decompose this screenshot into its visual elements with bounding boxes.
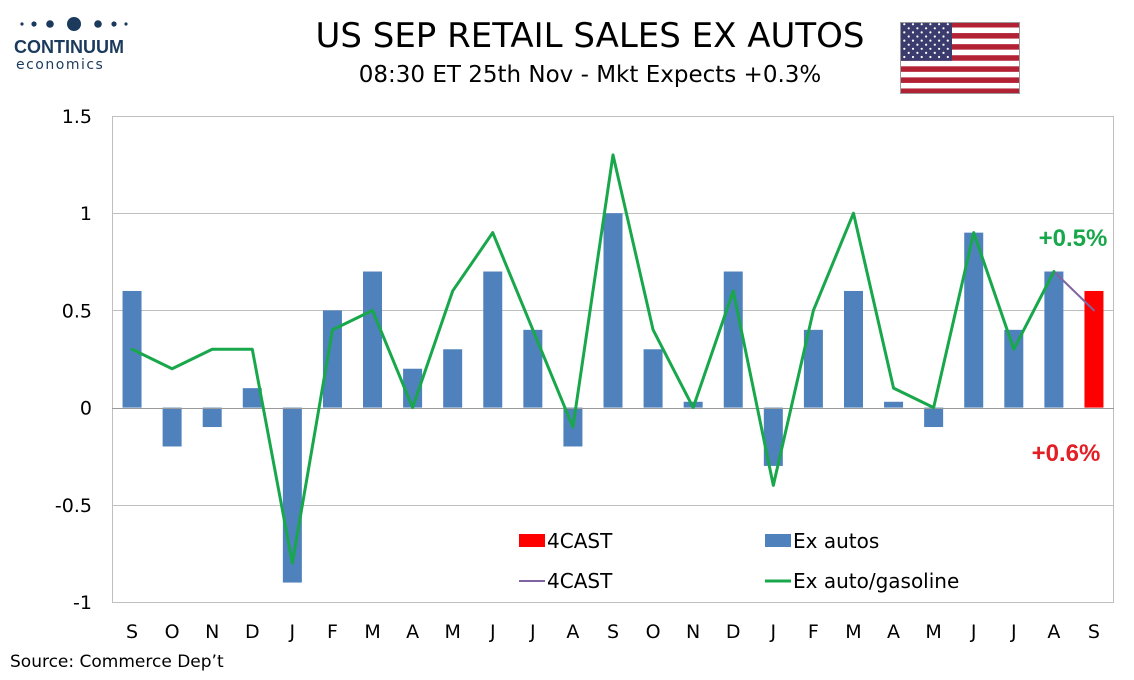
legend-4cast-line-label: 4CAST — [547, 569, 613, 593]
x-tick-label: A — [1047, 621, 1060, 643]
x-tick-label: M — [845, 621, 861, 643]
logo-subword: economics — [16, 57, 105, 73]
x-tick-label: J — [970, 621, 977, 643]
x-tick-label: J — [770, 621, 777, 643]
source-note: Source: Commerce Dep’t — [10, 652, 224, 672]
line-ex-auto-gasoline — [130, 153, 1056, 565]
x-tick-label: M — [444, 621, 460, 643]
line-4cast — [1052, 270, 1095, 312]
bar-ex-autos — [763, 407, 783, 466]
x-tick-label: A — [406, 621, 419, 643]
bar-ex-autos — [843, 290, 863, 408]
legend-4cast-bar-label: 4CAST — [547, 529, 613, 553]
x-tick-label: S — [126, 621, 138, 643]
x-tick-label: N — [686, 621, 700, 643]
y-tick-label: 1 — [80, 203, 92, 225]
bar-ex-autos — [202, 407, 222, 428]
bar-ex-autos — [603, 213, 623, 408]
bar-ex-autos — [803, 329, 823, 408]
x-tick-label: A — [887, 621, 900, 643]
x-tick-label: S — [607, 621, 619, 643]
bar-ex-autos — [1004, 329, 1024, 408]
chart-title: US SEP RETAIL SALES EX AUTOS — [315, 16, 865, 56]
y-tick-label: -0.5 — [55, 495, 92, 517]
line-series — [130, 153, 1095, 565]
legend-ex-autos-label: Ex autos — [793, 529, 879, 553]
x-tick-label: D — [245, 621, 260, 643]
bar-4cast — [1084, 290, 1104, 408]
bar-ex-autos — [363, 271, 383, 408]
y-axis-ticks: -1 -0.5 0 0.5 1 1.5 — [55, 106, 92, 614]
x-tick-label: F — [327, 621, 338, 643]
x-tick-label: O — [165, 621, 180, 643]
chart-subtitle: 08:30 ET 25th Nov - Mkt Expects +0.3% — [358, 62, 822, 88]
bar-ex-autos — [162, 407, 182, 447]
bar-ex-autos — [483, 271, 503, 408]
x-tick-label: J — [529, 621, 536, 643]
x-tick-label: J — [1010, 621, 1017, 643]
us-flag-icon — [900, 22, 1020, 94]
x-tick-label: M — [364, 621, 380, 643]
bar-ex-autos — [643, 349, 663, 408]
x-tick-label: O — [646, 621, 661, 643]
bar-ex-autos — [523, 329, 543, 408]
continuum-logo: CONTINUUM economics — [14, 14, 134, 76]
x-tick-label: F — [808, 621, 819, 643]
x-tick-label: A — [566, 621, 579, 643]
y-tick-label: 0 — [80, 398, 92, 420]
bar-ex-autos — [322, 310, 342, 408]
bar-series — [112, 213, 1114, 583]
legend-ex-autos-swatch — [765, 534, 791, 547]
bar-ex-autos — [242, 388, 262, 408]
logo-word: CONTINUUM — [14, 37, 124, 57]
bar-ex-autos — [964, 232, 984, 408]
legend-4cast-bar-swatch — [519, 534, 545, 547]
x-tick-label: J — [489, 621, 496, 643]
logo-dots — [20, 17, 128, 31]
legend: 4CAST Ex autos 4CAST Ex auto/gasoline — [519, 529, 959, 593]
legend-ex-auto-gasoline-label: Ex auto/gasoline — [793, 569, 959, 593]
bar-ex-autos — [884, 401, 904, 408]
annotation-bar-forecast: +0.6% — [1032, 440, 1101, 467]
x-tick-label: S — [1088, 621, 1100, 643]
y-tick-label: -1 — [73, 592, 92, 614]
annotation-line-forecast: +0.5% — [1039, 225, 1108, 252]
bar-ex-autos — [443, 349, 463, 408]
y-tick-label: 0.5 — [62, 300, 92, 322]
x-tick-label: M — [925, 621, 941, 643]
x-tick-label: D — [726, 621, 741, 643]
x-tick-label: J — [289, 621, 296, 643]
annotations: +0.5% +0.6% — [1032, 225, 1108, 467]
x-tick-label: N — [205, 621, 219, 643]
bar-ex-autos — [1044, 271, 1064, 408]
y-tick-label: 1.5 — [62, 106, 92, 128]
bar-ex-autos — [924, 407, 944, 428]
